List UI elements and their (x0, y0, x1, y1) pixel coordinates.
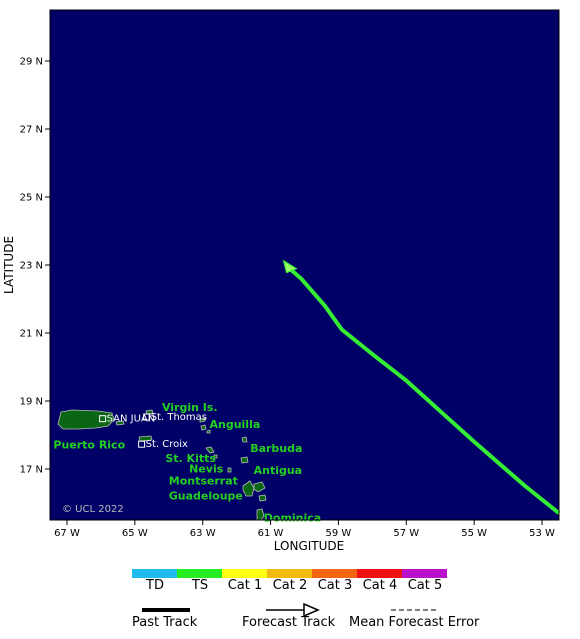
dominica-island (256, 508, 265, 521)
city-label: St. Croix (146, 439, 188, 450)
x-tick-label: 53 W (529, 528, 555, 539)
legend-swatch (222, 569, 267, 578)
storm-position-marker (282, 259, 298, 274)
forecast-track-label: Forecast Track (242, 615, 336, 630)
st-thomas-island (145, 409, 154, 415)
category-color-bar (132, 569, 447, 578)
legend-category-label: Cat 5 (407, 578, 443, 593)
legend-swatch (357, 569, 402, 578)
legend-category-label: TS (191, 578, 209, 593)
antigua-island (240, 456, 249, 464)
y-axis-title: LATITUDE (2, 236, 16, 294)
y-tick-label: 17 N (20, 465, 43, 476)
place-label: St. Kitts (165, 452, 216, 465)
puerto-rico-island (57, 409, 115, 430)
city-marker (143, 413, 151, 421)
place-labels: Virgin Is. Anguilla Puerto Rico Barbuda St. … (53, 401, 321, 525)
legend-swatch (177, 569, 222, 578)
montserrat-island (227, 467, 232, 473)
barbuda-island (241, 436, 248, 443)
place-label: Virgin Is. (162, 401, 218, 414)
legend-category-label: Cat 1 (227, 578, 263, 593)
vieques-island (115, 420, 125, 426)
copyright-text: © UCL 2022 (62, 504, 124, 515)
legend-swatch (402, 569, 447, 578)
marie-galante-island (258, 494, 267, 502)
land-masses (57, 409, 267, 521)
y-tick-label: 25 N (20, 193, 43, 204)
legend-swatch (267, 569, 312, 578)
storm-track (282, 259, 561, 515)
place-label: Barbuda (250, 442, 302, 455)
st-martin-island (200, 424, 207, 431)
y-tick-label: 27 N (20, 125, 43, 136)
y-tick-label: 23 N (20, 261, 43, 272)
forecast-arrow-head (303, 602, 320, 618)
city-marker (99, 415, 107, 423)
place-label: Puerto Rico (53, 439, 125, 452)
ocean-background (50, 10, 559, 520)
x-tick-label: 67 W (54, 528, 80, 539)
legend-category-label: Cat 2 (272, 578, 308, 593)
x-tick-label: 55 W (461, 528, 487, 539)
legend-category-label: TD (146, 578, 164, 593)
st-croix-island (138, 435, 153, 442)
legend-category-label: Cat 3 (317, 578, 353, 593)
place-label: Antigua (254, 464, 303, 477)
x-axis-ticks: 67 W 65 W 63 W 61 W 59 W 57 W 55 W 53 W (54, 520, 555, 539)
st-barts-island (206, 429, 211, 434)
past-track-line-ts (286, 265, 561, 515)
st-kitts-island (205, 446, 215, 454)
legend-swatch (312, 569, 357, 578)
place-label: Guadeloupe (169, 490, 243, 503)
past-track-label: Past Track (132, 615, 198, 630)
x-tick-label: 65 W (122, 528, 148, 539)
guadeloupe-island (242, 480, 266, 497)
nevis-island (213, 454, 218, 459)
y-axis-ticks: 29 N 27 N 25 N 23 N 21 N 19 N 17 N (20, 57, 50, 476)
anguilla-island (199, 417, 206, 423)
x-tick-label: 63 W (190, 528, 216, 539)
y-tick-label: 21 N (20, 329, 43, 340)
y-tick-label: 19 N (20, 397, 43, 408)
x-tick-label: 61 W (258, 528, 284, 539)
place-label: Montserrat (169, 474, 238, 487)
mean-error-label: Mean Forecast Error (349, 615, 480, 630)
city-label: SAN JUAN (107, 414, 156, 425)
place-label: Anguilla (209, 418, 260, 431)
x-axis-title: LONGITUDE (274, 539, 344, 553)
legend-swatch (132, 569, 177, 578)
place-label: Dominica (264, 512, 321, 525)
city-marker (138, 440, 146, 448)
y-tick-label: 29 N (20, 57, 43, 68)
x-tick-label: 57 W (393, 528, 419, 539)
legend-category-label: Cat 4 (362, 578, 398, 593)
city-label: St. Thomas (151, 412, 207, 423)
place-label: Nevis (189, 462, 224, 475)
x-tick-label: 59 W (326, 528, 352, 539)
